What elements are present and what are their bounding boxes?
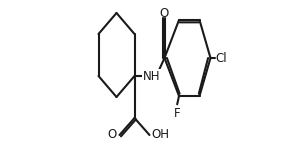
Text: OH: OH [151, 129, 169, 141]
Text: O: O [160, 7, 169, 20]
Text: Cl: Cl [215, 51, 227, 64]
Text: O: O [108, 129, 117, 141]
Text: NH: NH [143, 69, 160, 82]
Text: F: F [174, 107, 181, 120]
